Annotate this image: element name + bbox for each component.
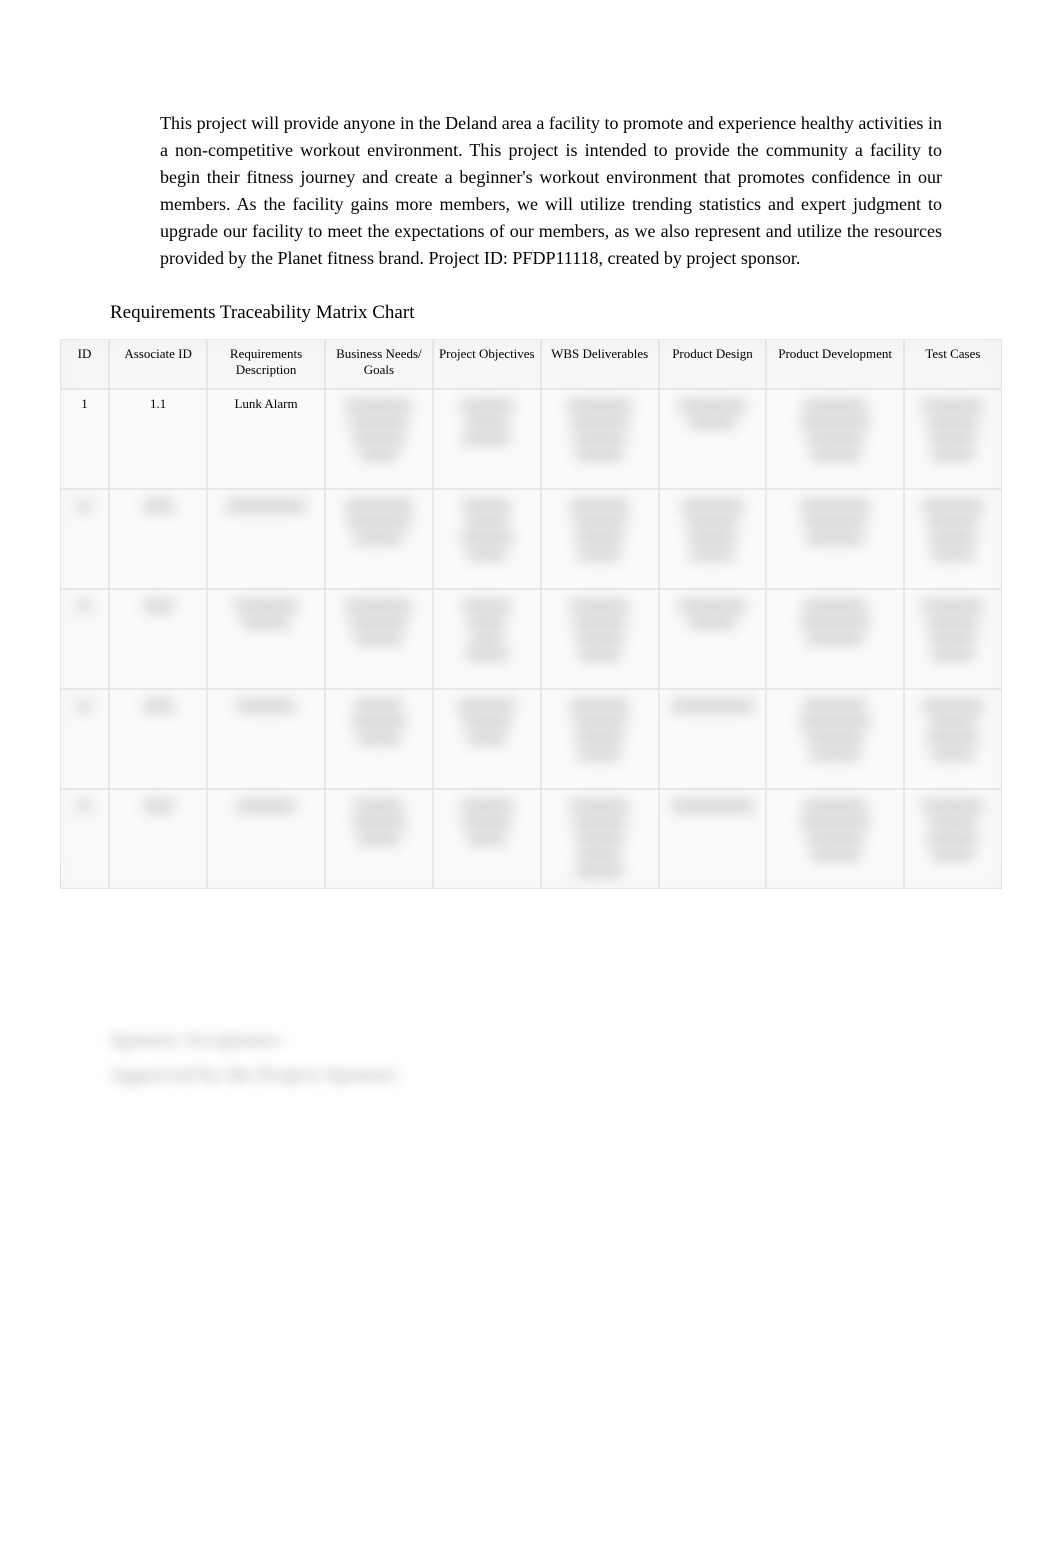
- cell-product-development: [766, 789, 903, 889]
- cell-product-design: [659, 589, 767, 689]
- cell-id: [60, 689, 109, 789]
- cell-product-design: [659, 489, 767, 589]
- table-row: 1 1.1 Lunk Alarm: [60, 389, 1002, 489]
- cell-wbs: [541, 589, 659, 689]
- cell-associate-id: [109, 689, 207, 789]
- cell-product-design: [659, 389, 767, 489]
- cell-product-design: [659, 689, 767, 789]
- chart-title: Requirements Traceability Matrix Chart: [110, 302, 1002, 324]
- cell-associate-id: [109, 589, 207, 689]
- table-header-row: ID Associate ID Requirements Description…: [60, 339, 1002, 389]
- cell-business-needs: [325, 489, 433, 589]
- cell-business-needs: [325, 589, 433, 689]
- cell-test-cases: [904, 389, 1002, 489]
- cell-wbs: [541, 489, 659, 589]
- matrix-container: ID Associate ID Requirements Description…: [60, 339, 1002, 889]
- cell-test-cases: [904, 489, 1002, 589]
- cell-id: [60, 789, 109, 889]
- col-header-test-cases: Test Cases: [904, 339, 1002, 389]
- project-description: This project will provide anyone in the …: [160, 110, 942, 272]
- footer-section: Sponsor Acceptance Approved by the Proje…: [110, 1029, 1002, 1087]
- cell-associate-id: [109, 489, 207, 589]
- col-header-project-objectives: Project Objectives: [433, 339, 541, 389]
- cell-test-cases: [904, 589, 1002, 689]
- footer-line-1: Sponsor Acceptance: [110, 1029, 1002, 1052]
- cell-associate-id: 1.1: [109, 389, 207, 489]
- cell-project-objectives: [433, 689, 541, 789]
- footer-line-2: Approved by the Project Sponsor:: [110, 1064, 1002, 1087]
- cell-requirements: [207, 789, 325, 889]
- cell-requirements: [207, 489, 325, 589]
- cell-wbs: [541, 389, 659, 489]
- cell-project-objectives: [433, 789, 541, 889]
- cell-product-development: [766, 689, 903, 789]
- cell-business-needs: [325, 689, 433, 789]
- cell-project-objectives: [433, 489, 541, 589]
- col-header-product-development: Product Development: [766, 339, 903, 389]
- cell-business-needs: [325, 389, 433, 489]
- cell-id: 1: [60, 389, 109, 489]
- col-header-id: ID: [60, 339, 109, 389]
- cell-wbs: [541, 789, 659, 889]
- col-header-business-needs: Business Needs/ Goals: [325, 339, 433, 389]
- table-row: [60, 689, 1002, 789]
- cell-assoc-text: 1.1: [150, 396, 166, 411]
- table-row: [60, 489, 1002, 589]
- cell-business-needs: [325, 789, 433, 889]
- table-row: [60, 789, 1002, 889]
- cell-requirements: Lunk Alarm: [207, 389, 325, 489]
- table-body: 1 1.1 Lunk Alarm: [60, 389, 1002, 889]
- cell-id: [60, 589, 109, 689]
- cell-test-cases: [904, 789, 1002, 889]
- table-row: [60, 589, 1002, 689]
- cell-product-design: [659, 789, 767, 889]
- cell-id-text: 1: [81, 396, 88, 411]
- document-page: This project will provide anyone in the …: [0, 0, 1062, 1139]
- cell-project-objectives: [433, 389, 541, 489]
- cell-project-objectives: [433, 589, 541, 689]
- cell-req-text: Lunk Alarm: [234, 396, 297, 411]
- col-header-wbs: WBS Deliverables: [541, 339, 659, 389]
- cell-wbs: [541, 689, 659, 789]
- cell-test-cases: [904, 689, 1002, 789]
- cell-requirements: [207, 689, 325, 789]
- col-header-product-design: Product Design: [659, 339, 767, 389]
- cell-product-development: [766, 489, 903, 589]
- cell-id: [60, 489, 109, 589]
- cell-product-development: [766, 389, 903, 489]
- cell-requirements: [207, 589, 325, 689]
- traceability-matrix-table: ID Associate ID Requirements Description…: [60, 339, 1002, 889]
- col-header-requirements: Requirements Description: [207, 339, 325, 389]
- cell-associate-id: [109, 789, 207, 889]
- col-header-associate-id: Associate ID: [109, 339, 207, 389]
- cell-product-development: [766, 589, 903, 689]
